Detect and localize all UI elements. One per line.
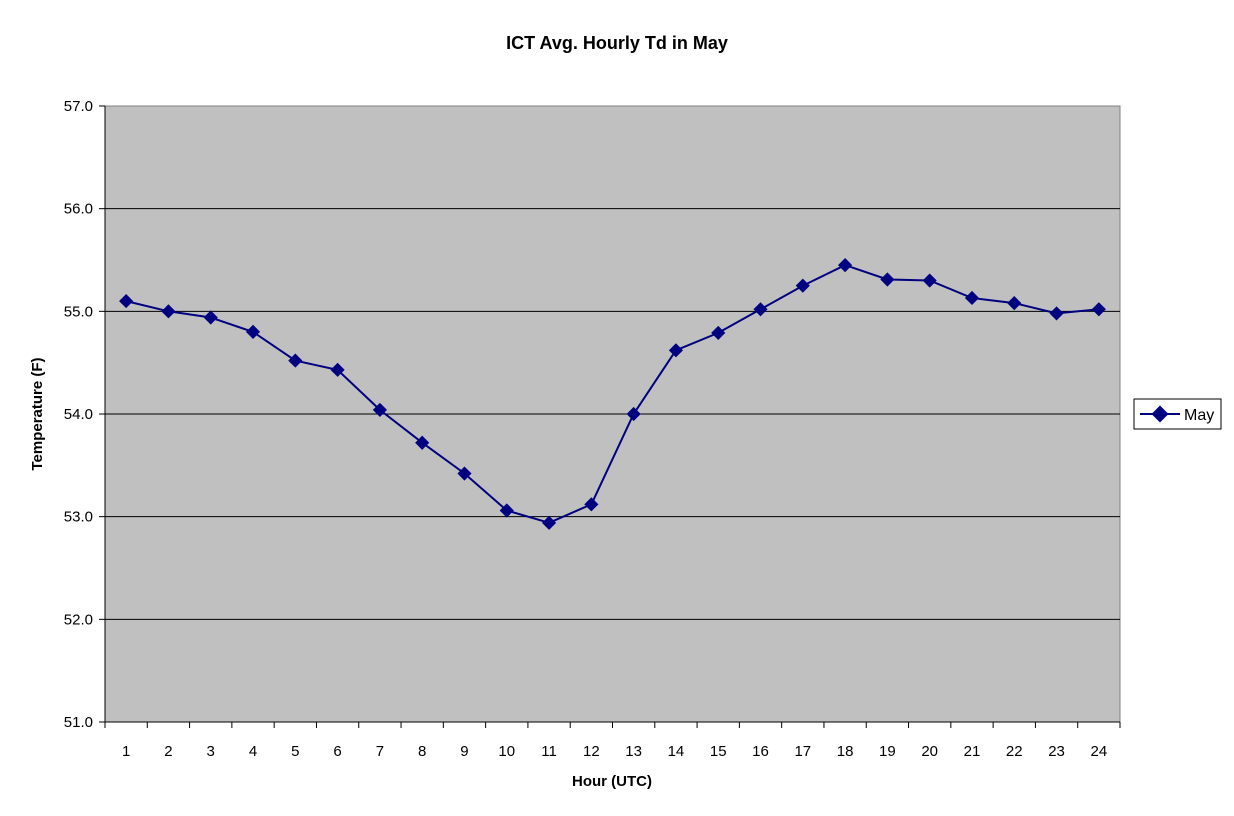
y-tick-label: 52.0: [64, 611, 93, 628]
x-tick-label: 21: [964, 743, 981, 760]
x-tick-label: 19: [879, 743, 896, 760]
y-tick-label: 55.0: [64, 303, 93, 320]
x-tick-label: 17: [794, 743, 811, 760]
data-point: [415, 435, 430, 450]
y-axis-label: Temperature (F): [29, 357, 46, 470]
data-point: [245, 324, 261, 339]
x-tick-label: 20: [921, 743, 938, 760]
data-point: [922, 273, 937, 288]
x-tick-label: 8: [418, 743, 426, 760]
y-tick-label: 57.0: [64, 98, 93, 115]
data-point: [584, 497, 599, 512]
x-tick-label: 13: [625, 743, 642, 760]
data-point: [457, 466, 472, 481]
x-tick-label: 22: [1006, 743, 1023, 760]
data-point: [668, 343, 684, 358]
series-may: [119, 258, 1106, 530]
data-point: [626, 406, 641, 422]
x-tick-label: 14: [668, 743, 685, 760]
y-tick-label: 56.0: [64, 201, 93, 218]
data-point: [795, 278, 810, 293]
x-axis: 1 2 3 4 5 6 7 8 9 10 11 12 13 14 15 16 17 18 19 20 21 22 23 24: [104, 721, 1121, 760]
data-point: [753, 302, 768, 317]
data-point: [372, 402, 387, 417]
x-tick-label: 1: [122, 743, 130, 760]
data-point: [711, 325, 726, 340]
data-point: [838, 258, 853, 273]
data-point: [330, 362, 345, 377]
data-point: [288, 353, 303, 368]
x-tick-label: 11: [541, 743, 557, 760]
data-point: [541, 515, 557, 530]
data-point: [964, 290, 980, 306]
x-tick-label: 6: [333, 743, 341, 760]
x-tick-label: 3: [207, 743, 215, 760]
x-tick-label: 2: [164, 743, 172, 760]
legend-label-may: May: [1184, 407, 1214, 424]
data-point: [1049, 306, 1064, 321]
x-tick-label: 7: [376, 743, 384, 760]
y-tick-label: 51.0: [64, 714, 93, 731]
y-tick-label: 54.0: [64, 406, 93, 423]
x-tick-label: 15: [710, 743, 727, 760]
y-axis: 51.0 52.0 53.0 54.0 55.0 56.0 57.0: [64, 98, 106, 731]
x-tick-label: 10: [498, 743, 515, 760]
legend: May: [1133, 398, 1222, 430]
x-tick-label: 12: [583, 743, 600, 760]
gridlines: [105, 208, 1120, 620]
data-point: [161, 304, 176, 319]
x-tick-label: 16: [752, 743, 769, 760]
chart-title: ICT Avg. Hourly Td in May: [506, 33, 728, 53]
x-tick-label: 18: [837, 743, 854, 760]
x-tick-label: 4: [249, 743, 257, 760]
data-point: [880, 272, 895, 287]
y-tick-label: 53.0: [64, 509, 93, 526]
data-point: [499, 503, 514, 518]
series-line: [125, 264, 1099, 524]
data-point: [119, 293, 134, 309]
data-point: [1091, 302, 1106, 317]
data-point: [203, 310, 218, 325]
x-axis-label: Hour (UTC): [572, 773, 652, 790]
x-tick-label: 24: [1091, 743, 1108, 760]
x-tick-label: 23: [1048, 743, 1065, 760]
x-tick-label: 5: [291, 743, 299, 760]
x-tick-label: 9: [460, 743, 468, 760]
data-point: [1007, 296, 1022, 311]
